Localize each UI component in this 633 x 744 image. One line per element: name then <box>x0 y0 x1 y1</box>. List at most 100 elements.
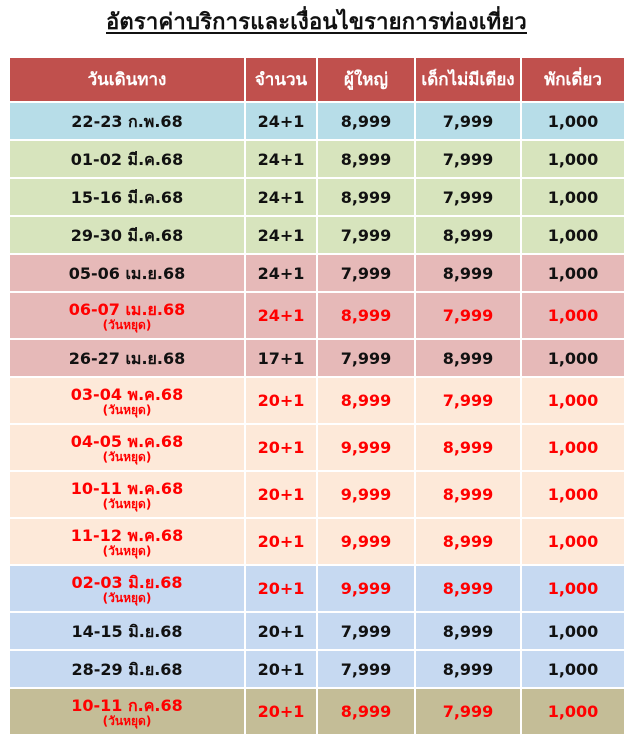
cell-child-price: 7,999 <box>416 141 520 177</box>
travel-date: 15-16 มี.ค.68 <box>70 187 184 207</box>
cell-child-price: 8,999 <box>416 519 520 564</box>
cell-single-supplement: 1,000 <box>522 519 624 564</box>
cell-child-price: 8,999 <box>416 255 520 291</box>
cell-adult-price: 9,999 <box>318 425 414 470</box>
cell-seats: 24+1 <box>246 103 316 139</box>
cell-single-supplement: 1,000 <box>522 689 624 734</box>
table-row: 28-29 มิ.ย.68 20+1 7,999 8,999 1,000 <box>10 651 624 687</box>
table-row: 15-16 มี.ค.68 24+1 8,999 7,999 1,000 <box>10 179 624 215</box>
table-row: 29-30 มี.ค.68 24+1 7,999 8,999 1,000 <box>10 217 624 253</box>
cell-date: 04-05 พ.ค.68 (วันหยุด) <box>10 425 244 470</box>
cell-date: 10-11 พ.ค.68 (วันหยุด) <box>10 472 244 517</box>
cell-adult-price: 7,999 <box>318 613 414 649</box>
cell-child-price: 7,999 <box>416 689 520 734</box>
cell-seats: 20+1 <box>246 613 316 649</box>
cell-date: 14-15 มิ.ย.68 <box>10 613 244 649</box>
cell-seats: 24+1 <box>246 141 316 177</box>
cell-date: 02-03 มิ.ย.68 (วันหยุด) <box>10 566 244 611</box>
cell-adult-price: 7,999 <box>318 255 414 291</box>
travel-date: 22-23 ก.พ.68 <box>71 111 183 131</box>
cell-adult-price: 7,999 <box>318 340 414 376</box>
table-row: 01-02 มี.ค.68 24+1 8,999 7,999 1,000 <box>10 141 624 177</box>
table-row: 03-04 พ.ค.68 (วันหยุด) 20+1 8,999 7,999 1,000 <box>10 378 624 423</box>
travel-date: 29-30 มี.ค.68 <box>70 225 184 245</box>
table-body: 22-23 ก.พ.68 24+1 8,999 7,999 1,000 01-02 มี.… <box>10 103 624 734</box>
travel-date: 02-03 มิ.ย.68 <box>71 572 183 592</box>
travel-date: 26-27 เม.ย.68 <box>68 348 186 368</box>
cell-date: 05-06 เม.ย.68 <box>10 255 244 291</box>
table-row: 05-06 เม.ย.68 24+1 7,999 8,999 1,000 <box>10 255 624 291</box>
cell-seats: 20+1 <box>246 378 316 423</box>
travel-date: 05-06 เม.ย.68 <box>68 263 186 283</box>
cell-adult-price: 8,999 <box>318 689 414 734</box>
cell-single-supplement: 1,000 <box>522 103 624 139</box>
cell-adult-price: 7,999 <box>318 217 414 253</box>
table-row: 10-11 ก.ค.68 (วันหยุด) 20+1 8,999 7,999 1,000 <box>10 689 624 734</box>
table-header-row: วันเดินทาง จำนวน ผู้ใหญ่ เด็กไม่มีเตียง … <box>10 58 624 101</box>
cell-single-supplement: 1,000 <box>522 613 624 649</box>
cell-seats: 24+1 <box>246 293 316 338</box>
cell-seats: 24+1 <box>246 255 316 291</box>
rates-table: วันเดินทาง จำนวน ผู้ใหญ่ เด็กไม่มีเตียง … <box>8 56 626 736</box>
holiday-note: (วันหยุด) <box>102 496 152 511</box>
cell-child-price: 8,999 <box>416 566 520 611</box>
cell-single-supplement: 1,000 <box>522 472 624 517</box>
travel-date: 11-12 พ.ค.68 <box>70 525 184 545</box>
holiday-note: (วันหยุด) <box>102 590 152 605</box>
cell-adult-price: 8,999 <box>318 293 414 338</box>
table-row: 22-23 ก.พ.68 24+1 8,999 7,999 1,000 <box>10 103 624 139</box>
table-row: 11-12 พ.ค.68 (วันหยุด) 20+1 9,999 8,999 1,000 <box>10 519 624 564</box>
header-date: วันเดินทาง <box>10 58 244 101</box>
header-single-supplement: พักเดี่ยว <box>522 58 624 101</box>
cell-single-supplement: 1,000 <box>522 340 624 376</box>
cell-single-supplement: 1,000 <box>522 217 624 253</box>
cell-adult-price: 7,999 <box>318 651 414 687</box>
cell-seats: 20+1 <box>246 519 316 564</box>
travel-date: 28-29 มิ.ย.68 <box>71 659 183 679</box>
cell-date: 01-02 มี.ค.68 <box>10 141 244 177</box>
cell-child-price: 8,999 <box>416 613 520 649</box>
cell-child-price: 7,999 <box>416 293 520 338</box>
cell-seats: 20+1 <box>246 651 316 687</box>
cell-adult-price: 8,999 <box>318 141 414 177</box>
cell-date: 29-30 มี.ค.68 <box>10 217 244 253</box>
cell-seats: 17+1 <box>246 340 316 376</box>
travel-date: 10-11 ก.ค.68 <box>71 695 183 715</box>
cell-child-price: 8,999 <box>416 340 520 376</box>
table-row: 02-03 มิ.ย.68 (วันหยุด) 20+1 9,999 8,999 1,00… <box>10 566 624 611</box>
cell-date: 28-29 มิ.ย.68 <box>10 651 244 687</box>
cell-seats: 20+1 <box>246 566 316 611</box>
cell-adult-price: 9,999 <box>318 519 414 564</box>
cell-date: 06-07 เม.ย.68 (วันหยุด) <box>10 293 244 338</box>
cell-seats: 20+1 <box>246 689 316 734</box>
cell-child-price: 8,999 <box>416 651 520 687</box>
cell-date: 22-23 ก.พ.68 <box>10 103 244 139</box>
header-seats: จำนวน <box>246 58 316 101</box>
cell-single-supplement: 1,000 <box>522 425 624 470</box>
cell-child-price: 7,999 <box>416 179 520 215</box>
travel-date: 03-04 พ.ค.68 <box>70 384 184 404</box>
travel-date: 04-05 พ.ค.68 <box>70 431 184 451</box>
holiday-note: (วันหยุด) <box>102 402 152 417</box>
cell-date: 03-04 พ.ค.68 (วันหยุด) <box>10 378 244 423</box>
cell-date: 26-27 เม.ย.68 <box>10 340 244 376</box>
cell-seats: 24+1 <box>246 179 316 215</box>
cell-single-supplement: 1,000 <box>522 293 624 338</box>
table-row: 04-05 พ.ค.68 (วันหยุด) 20+1 9,999 8,999 1,000 <box>10 425 624 470</box>
cell-child-price: 7,999 <box>416 378 520 423</box>
cell-adult-price: 8,999 <box>318 179 414 215</box>
header-child-no-bed: เด็กไม่มีเตียง <box>416 58 520 101</box>
cell-date: 11-12 พ.ค.68 (วันหยุด) <box>10 519 244 564</box>
cell-seats: 20+1 <box>246 472 316 517</box>
table-row: 26-27 เม.ย.68 17+1 7,999 8,999 1,000 <box>10 340 624 376</box>
cell-single-supplement: 1,000 <box>522 179 624 215</box>
cell-seats: 20+1 <box>246 425 316 470</box>
cell-adult-price: 8,999 <box>318 103 414 139</box>
travel-date: 06-07 เม.ย.68 <box>68 299 186 319</box>
cell-child-price: 8,999 <box>416 425 520 470</box>
cell-date: 10-11 ก.ค.68 (วันหยุด) <box>10 689 244 734</box>
cell-child-price: 8,999 <box>416 217 520 253</box>
travel-date: 01-02 มี.ค.68 <box>70 149 184 169</box>
cell-single-supplement: 1,000 <box>522 378 624 423</box>
cell-date: 15-16 มี.ค.68 <box>10 179 244 215</box>
